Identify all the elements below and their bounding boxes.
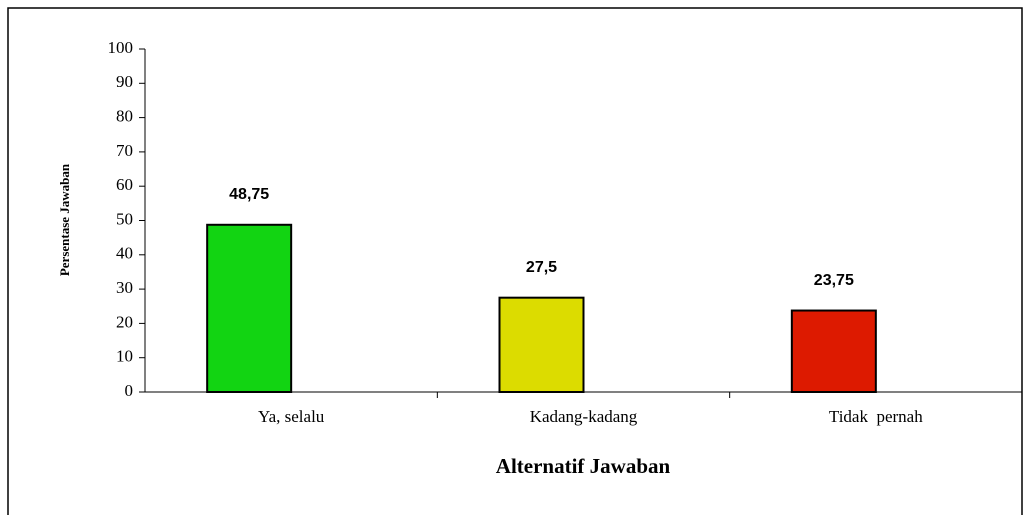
y-tick-label: 70 (116, 141, 133, 160)
value-label: 48,75 (229, 186, 269, 203)
bar (206, 223, 293, 393)
y-tick-label: 10 (116, 347, 133, 366)
y-tick-label: 0 (125, 381, 134, 400)
y-tick-label: 40 (116, 244, 133, 263)
bar (790, 309, 877, 394)
x-tick-label: Tidak pernah (829, 407, 923, 426)
y-tick-label: 80 (116, 107, 133, 126)
y-axis-label: Persentase Jawaban (57, 163, 72, 276)
bar (498, 296, 585, 393)
value-label: 23,75 (814, 272, 854, 289)
x-tick-label: Kadang-kadang (530, 407, 638, 426)
y-tick-label: 60 (116, 175, 133, 194)
value-label: 27,5 (526, 259, 557, 276)
y-tick-label: 100 (108, 38, 134, 57)
y-tick-label: 30 (116, 278, 133, 297)
x-tick-label: Ya, selalu (258, 407, 325, 426)
frame (7, 7, 1023, 515)
x-axis-label: Alternatif Jawaban (496, 454, 671, 478)
y-tick-label: 50 (116, 209, 133, 228)
y-tick-label: 90 (116, 72, 133, 91)
y-tick-label: 20 (116, 312, 133, 331)
